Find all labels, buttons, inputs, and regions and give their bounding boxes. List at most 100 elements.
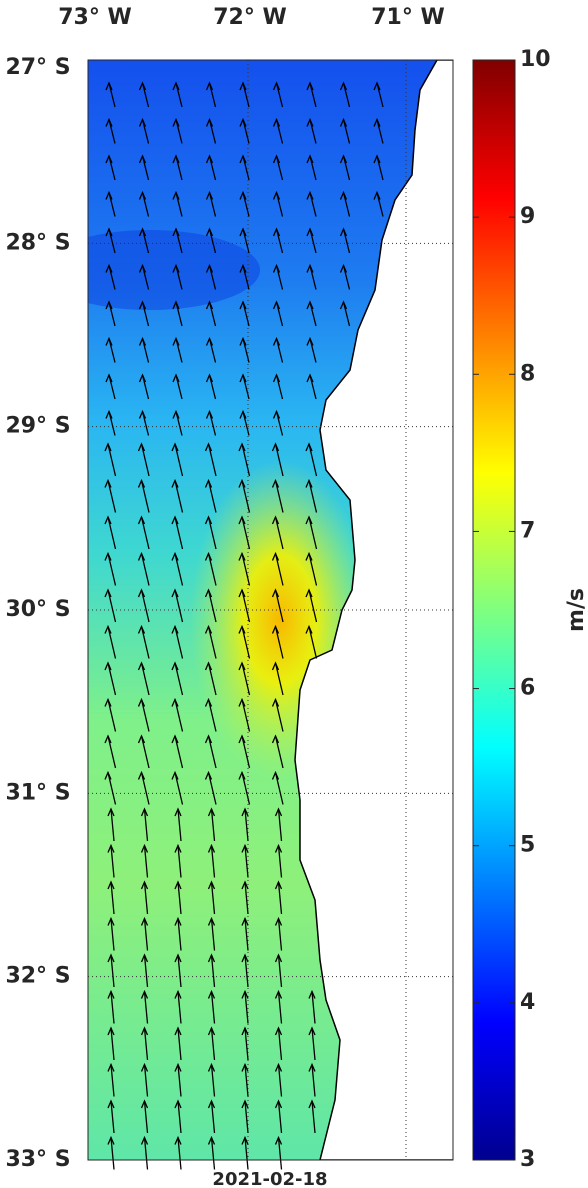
arrow-head: [238, 442, 246, 452]
arrow: [141, 338, 150, 363]
arrow: [277, 1100, 283, 1134]
arrow-head: [137, 442, 146, 452]
arrow: [242, 265, 250, 290]
arrow: [140, 553, 150, 586]
arrow: [207, 772, 217, 805]
arrow: [342, 82, 351, 108]
arrow: [210, 1027, 216, 1061]
arrow-head: [105, 336, 113, 346]
arrow-head: [172, 81, 180, 91]
arrow: [376, 82, 384, 108]
arrow: [141, 82, 150, 108]
lat-label: 31° S: [5, 780, 70, 805]
arrow: [174, 662, 184, 696]
arrow-head: [274, 1026, 283, 1036]
arrow-head: [107, 1062, 115, 1072]
arrow-head: [271, 734, 280, 744]
arrow-head: [137, 697, 146, 707]
arrow: [174, 735, 184, 769]
arrow-head: [274, 843, 283, 853]
arrow: [342, 301, 351, 327]
arrow-head: [138, 117, 147, 127]
arrow-head: [305, 478, 313, 488]
arrow: [107, 443, 117, 477]
arrow: [242, 82, 250, 108]
arrow: [275, 265, 284, 290]
arrow: [175, 374, 183, 400]
arrow-head: [105, 154, 113, 164]
arrow-head: [107, 989, 115, 999]
arrow-head: [207, 989, 216, 999]
arrow: [342, 192, 351, 217]
arrow: [241, 626, 251, 659]
arrow: [140, 626, 150, 659]
arrow-head: [306, 81, 314, 91]
arrow: [242, 411, 250, 436]
arrow: [311, 1064, 316, 1097]
arrow: [376, 192, 384, 217]
arrow-head: [306, 190, 314, 200]
arrow-head: [204, 588, 213, 598]
arrow: [244, 991, 249, 1024]
arrow-head: [207, 807, 216, 817]
arrow-head: [238, 734, 246, 744]
arrow-head: [239, 336, 247, 346]
arrow-head: [204, 697, 213, 707]
arrow: [177, 1064, 182, 1097]
arrow-head: [138, 81, 147, 91]
colorbar-tick-label: 4: [520, 990, 535, 1015]
arrow: [174, 589, 184, 623]
arrow: [207, 480, 217, 513]
arrow: [207, 699, 217, 732]
arrow: [108, 411, 116, 436]
arrow: [210, 1064, 216, 1097]
arrow-head: [274, 1062, 283, 1072]
arrow: [110, 845, 115, 878]
arrow-head: [271, 478, 280, 488]
arrow: [207, 589, 217, 623]
arrow: [207, 443, 217, 477]
arrow: [208, 192, 217, 217]
arrow-head: [241, 953, 249, 963]
arrow: [141, 301, 150, 327]
arrow-head: [171, 442, 179, 452]
arrow: [175, 338, 183, 363]
arrow: [207, 662, 217, 696]
arrow: [277, 991, 283, 1024]
arrow: [174, 553, 184, 586]
arrow: [141, 119, 150, 144]
arrow-head: [239, 227, 247, 237]
arrow-head: [174, 989, 182, 999]
arrow-head: [272, 300, 281, 310]
arrow-head: [138, 263, 147, 273]
lon-label: 71° W: [371, 5, 445, 30]
arrow: [110, 808, 115, 842]
arrow: [242, 119, 250, 144]
arrow-head: [174, 916, 182, 926]
arrow: [140, 735, 150, 769]
arrow-head: [138, 190, 147, 200]
arrow-head: [171, 734, 179, 744]
arrow-head: [239, 263, 247, 273]
arrow: [244, 808, 249, 842]
arrow-head: [140, 989, 149, 999]
arrow-head: [239, 190, 247, 200]
arrow: [241, 772, 251, 805]
arrow: [140, 480, 150, 513]
arrow: [275, 119, 284, 144]
graticule: [88, 60, 453, 1160]
arrow: [275, 155, 284, 181]
arrow-head: [138, 409, 147, 419]
arrow: [274, 662, 284, 696]
arrow: [274, 553, 284, 586]
arrow: [277, 845, 283, 878]
arrow-head: [274, 1135, 283, 1145]
arrow: [241, 699, 251, 732]
arrow-head: [306, 300, 314, 310]
arrow: [274, 772, 284, 805]
arrow-head: [174, 953, 182, 963]
arrow: [241, 553, 251, 586]
arrow: [244, 1137, 249, 1170]
arrow-head: [308, 1099, 316, 1109]
